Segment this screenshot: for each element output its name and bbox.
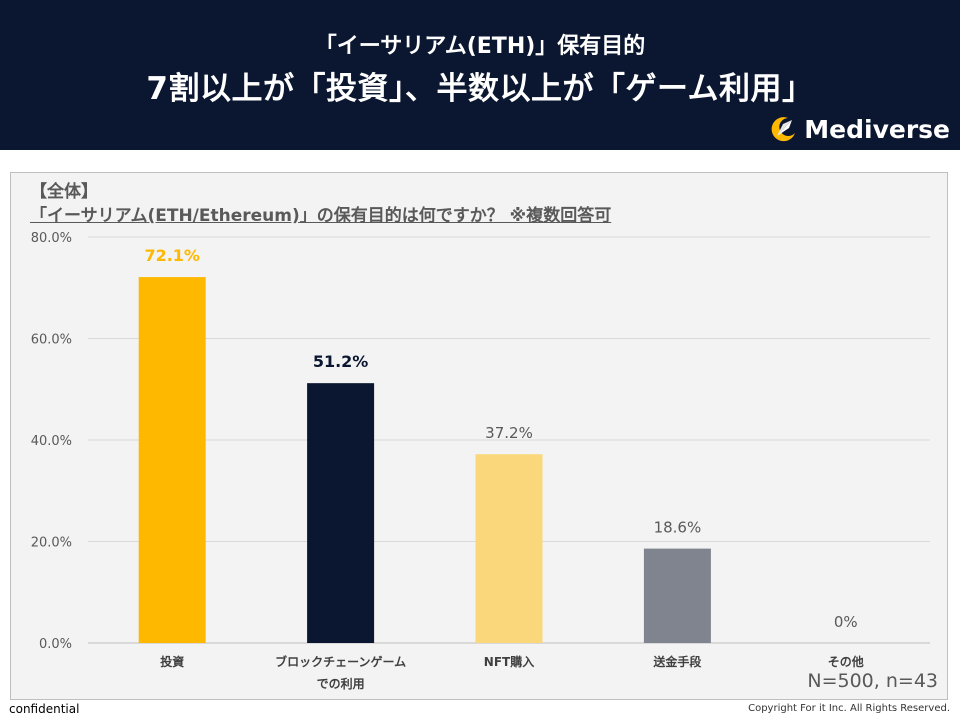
x-tick-label: 投資 xyxy=(160,654,184,669)
x-tick-label-line: での利用 xyxy=(317,676,365,691)
y-tick-label: 60.0% xyxy=(31,333,72,348)
sample-size-note: N=500, n=43 xyxy=(807,670,938,692)
y-tick-label: 0.0% xyxy=(39,637,72,652)
data-label: 72.1% xyxy=(144,246,200,265)
y-tick-label: 20.0% xyxy=(31,536,72,551)
copyright-label: Copyright For it Inc. All Rights Reserve… xyxy=(748,703,950,714)
x-tick-label-line: 送金手段 xyxy=(652,654,702,669)
header-banner: 「イーサリアム(ETH)」保有目的 7割以上が「投資」、半数以上が「ゲーム利用」… xyxy=(0,0,960,150)
x-tick-label-line: ブロックチェーンゲーム xyxy=(275,654,406,669)
segment-label: 【全体】 xyxy=(30,182,98,202)
y-tick-label: 80.0% xyxy=(31,231,72,246)
brand-name: Mediverse xyxy=(804,114,950,144)
x-tick-label: 送金手段 xyxy=(652,654,702,669)
data-label: 18.6% xyxy=(654,519,702,537)
bar xyxy=(475,454,543,643)
confidential-label: confidential xyxy=(9,702,80,716)
header-subtitle: 「イーサリアム(ETH)」保有目的 xyxy=(314,34,646,59)
data-label: 37.2% xyxy=(485,424,533,442)
x-tick-label: ブロックチェーンゲームでの利用 xyxy=(275,654,406,691)
x-tick-label: NFT購入 xyxy=(484,654,534,669)
x-tick-label-line: その他 xyxy=(828,654,864,669)
header-title: 7割以上が「投資」、半数以上が「ゲーム利用」 xyxy=(146,71,814,107)
brand-logo: Mediverse xyxy=(768,112,950,146)
question-text: 「イーサリアム(ETH/Ethereum)」の保有目的は何ですか？ ※複数回答可 xyxy=(30,206,612,226)
rocket-moon-icon xyxy=(771,117,796,142)
data-label: 51.2% xyxy=(313,352,369,371)
data-label: 0% xyxy=(834,613,858,631)
bar xyxy=(307,383,375,643)
bar xyxy=(643,548,711,643)
bar xyxy=(138,277,206,643)
x-tick-label-line: NFT購入 xyxy=(484,654,534,669)
x-tick-label: その他 xyxy=(828,654,864,669)
x-tick-label-line: 投資 xyxy=(160,654,184,669)
y-tick-label: 40.0% xyxy=(31,434,72,449)
